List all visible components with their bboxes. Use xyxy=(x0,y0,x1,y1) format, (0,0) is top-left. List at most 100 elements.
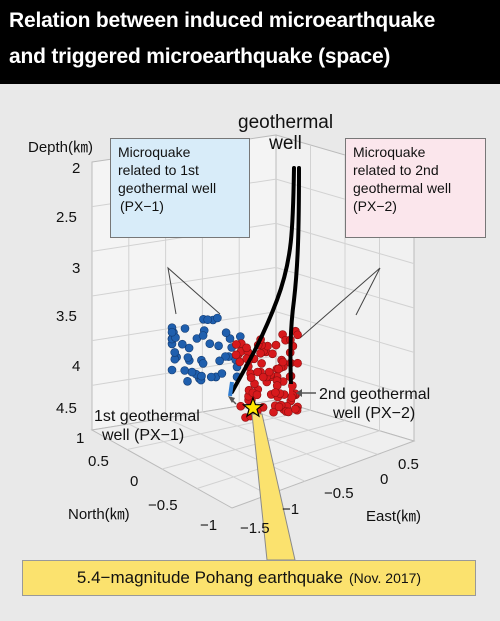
px2-microquake-point xyxy=(290,404,300,414)
depth-tick: 4 xyxy=(72,358,81,375)
grid-line xyxy=(126,409,311,450)
well-2nd-line-2: well (PX−2) xyxy=(333,405,416,422)
well-px1-path xyxy=(230,166,296,394)
pohang-earthquake-label: 5.4−magnitude Pohang earthquake (Nov. 20… xyxy=(22,560,476,596)
title-banner: Relation between induced microearthquake… xyxy=(0,0,500,84)
px1-microquake-point xyxy=(225,334,235,343)
callout-px2-line-4: (PX−2) xyxy=(353,198,397,214)
px2-microquake-point xyxy=(293,330,302,340)
px1-microquake-point xyxy=(187,367,197,377)
px1-microquake-point xyxy=(215,356,224,366)
title-line-2: and triggered microearthquake (space) xyxy=(9,45,391,68)
px2-microquake-point xyxy=(274,402,284,412)
depth-axis-title: Depth(㎞) xyxy=(28,139,94,156)
px1-microquake-point xyxy=(217,369,227,378)
callout-px1-line-3: geothermal well xyxy=(118,180,217,196)
px2-microquake-point xyxy=(274,364,283,374)
mainshock-star xyxy=(241,396,265,418)
well-px1-bottom xyxy=(228,381,234,397)
px1-microquake-point xyxy=(184,343,194,353)
px1-microquake-point xyxy=(236,332,245,341)
callout-px2-line-3: geothermal well xyxy=(353,180,452,196)
callout-px2: Microquake related to 2nd geothermal wel… xyxy=(345,138,486,238)
depth-tick: 2 xyxy=(72,160,81,177)
px2-microquake-point xyxy=(253,367,262,377)
px2-microquake-point xyxy=(269,407,278,417)
well-px2-path xyxy=(288,166,301,387)
depth-tick: 2.5 xyxy=(56,209,77,226)
callout-px1-pointer xyxy=(167,266,221,315)
east-tick: −1 xyxy=(282,501,300,518)
px1-microquake-point xyxy=(206,372,216,382)
px2-microquake-point xyxy=(236,401,245,411)
px2-microquake-point xyxy=(246,373,256,383)
px2-microquake-point xyxy=(242,343,251,353)
callout-px2-line-1: Microquake xyxy=(353,144,426,160)
px2-microquake-point xyxy=(268,349,277,359)
px1-microquake-point xyxy=(214,341,223,351)
px2-microquake-point xyxy=(293,358,302,368)
well-1st-line-1: 1st geothermal xyxy=(94,408,200,425)
north-tick: −1 xyxy=(200,517,218,534)
depth-tick: 3 xyxy=(72,260,81,277)
east-axis-title: East(㎞) xyxy=(366,508,422,525)
px2-microquake-point xyxy=(258,372,268,382)
quake-main-text: 5.4−magnitude Pohang earthquake xyxy=(76,568,343,587)
callout-px2-line-2: related to 2nd xyxy=(353,162,439,178)
px1-microquake-point xyxy=(180,324,190,333)
well-1st-arrowhead xyxy=(228,396,235,403)
px2-microquake-point xyxy=(271,388,280,397)
east-tick: 0.5 xyxy=(398,456,419,473)
px1-microquake-point xyxy=(203,315,212,325)
north-tick: 0 xyxy=(130,473,139,490)
px2-microquake-point xyxy=(256,348,265,358)
px1-microquake-point xyxy=(180,366,189,375)
px1-microquake-point xyxy=(183,353,193,362)
title-line-1: Relation between induced microearthquake xyxy=(9,9,436,32)
px1-microquake-point xyxy=(198,359,208,368)
px1-microquake-point xyxy=(213,313,222,323)
east-tick: −1.5 xyxy=(240,520,270,537)
north-axis-title: North(㎞) xyxy=(68,506,130,523)
callout-px1-line-2: related to 1st xyxy=(118,162,199,178)
grid-line xyxy=(161,420,346,470)
px1-microquake-point xyxy=(178,339,187,349)
north-tick: 1 xyxy=(76,430,85,447)
px2-microquake-point xyxy=(235,357,245,367)
east-tick: 0 xyxy=(380,471,389,488)
callout-px1-line-1: Microquake xyxy=(118,144,191,160)
px1-microquake-point xyxy=(167,327,177,337)
callout-px1: Microquake related to 1st geothermal wel… xyxy=(110,138,250,238)
px1-microquake-point xyxy=(198,331,208,340)
grid-line xyxy=(196,430,380,489)
depth-tick: 4.5 xyxy=(56,400,77,417)
geothermal-well-line-2: well xyxy=(269,133,302,154)
geothermal-well-label: geothermal well xyxy=(238,112,333,154)
depth-tick: 3.5 xyxy=(56,308,77,325)
north-tick: −0.5 xyxy=(148,497,178,514)
px2-microquake-point xyxy=(252,390,262,400)
east-tick: −0.5 xyxy=(324,485,354,502)
px2-microquake-point xyxy=(232,340,241,349)
well-2nd-line-1: 2nd geothermal xyxy=(319,386,431,403)
px1-microquake-point xyxy=(221,352,230,361)
well-2nd-arrowhead xyxy=(296,389,302,397)
px1-microquake-point xyxy=(221,328,231,338)
px2-microquake-point xyxy=(278,357,288,367)
callout-px1-line-4: (PX−1) xyxy=(120,198,164,214)
floor-plane xyxy=(90,399,416,509)
px2-microquake-point xyxy=(271,340,281,350)
well-2nd-label: 2nd geothermal well (PX−2) xyxy=(319,385,430,423)
quake-date-text: (Nov. 2017) xyxy=(348,570,422,586)
px1-microquake-point xyxy=(167,365,177,375)
data-marks xyxy=(167,166,381,561)
px1-microquake-point xyxy=(170,348,179,357)
north-tick: 0.5 xyxy=(88,453,109,470)
callout-px2-pointer xyxy=(299,267,381,339)
well-1st-line-2: well (PX−1) xyxy=(102,427,185,444)
px1-microquake-point xyxy=(205,339,215,349)
px2-microquake-point xyxy=(264,367,274,377)
geothermal-well-line-1: geothermal xyxy=(238,112,334,133)
px2-microquake-point xyxy=(231,350,241,360)
px2-microquake-point xyxy=(257,359,266,368)
